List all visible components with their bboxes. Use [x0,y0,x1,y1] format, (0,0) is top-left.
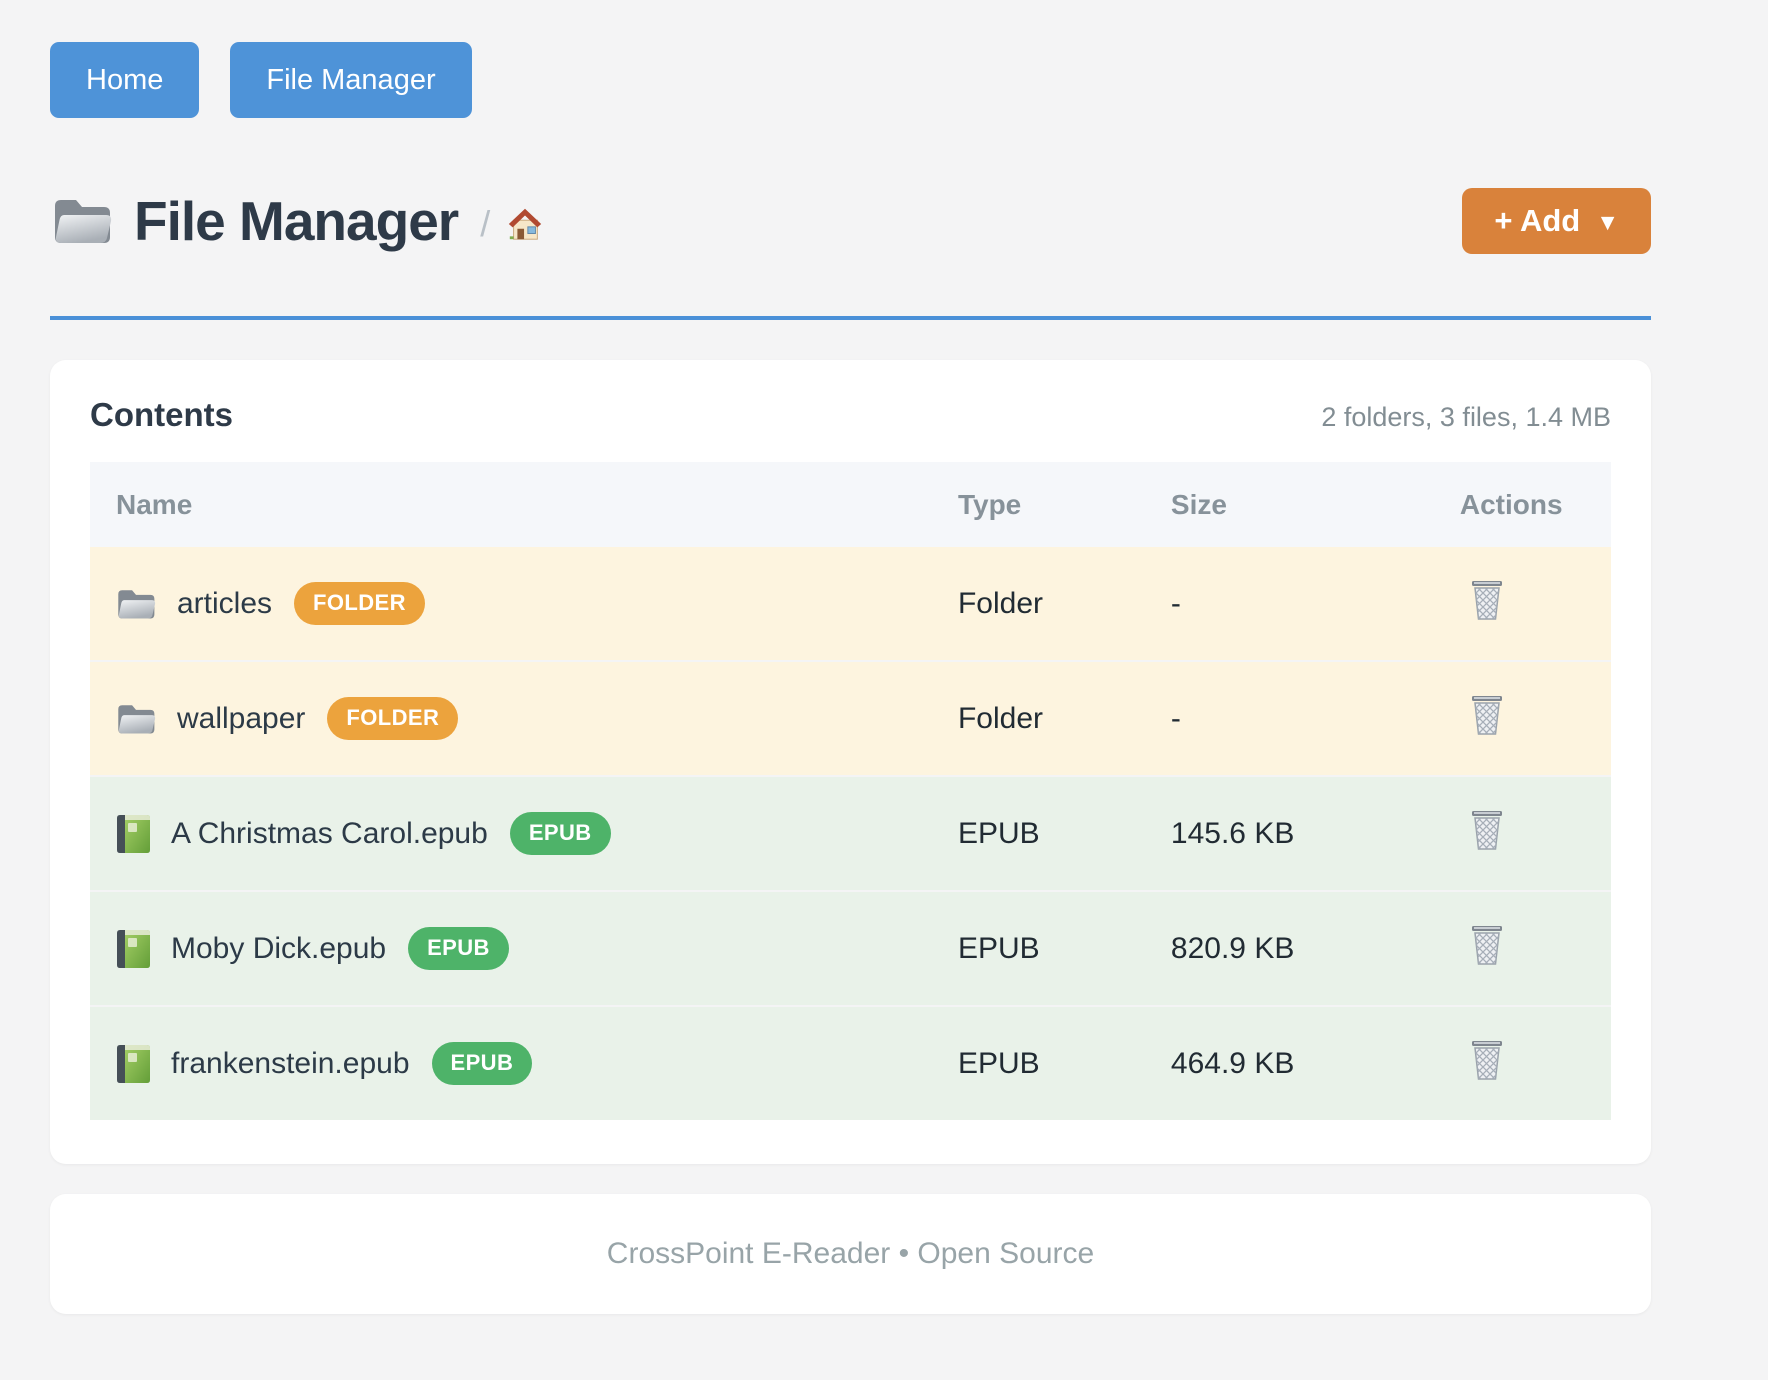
breadcrumb-home-link[interactable] [506,205,544,243]
delete-button[interactable] [1469,924,1505,966]
delete-button[interactable] [1469,694,1505,736]
column-header-actions: Actions [1458,462,1611,547]
footer-text: CrossPoint E-Reader • Open Source [606,1237,1095,1270]
table-row: articles FOLDER Folder - [90,547,1611,661]
type-cell: Folder [957,586,1044,620]
epub-badge: EPUB [509,812,611,855]
type-cell: EPUB [956,890,1170,1006]
size-cell: 820.9 KB [1169,890,1459,1006]
column-header-type: Type [956,462,1170,547]
contents-card-header: Contents 2 folders, 3 files, 1.4 MB [90,396,1611,434]
title-group: File Manager / [50,189,544,253]
top-nav: Home File Manager [50,0,1651,118]
type-cell: Folder [956,660,1170,776]
page-container: Home File Manager File Manager / + Add ▼… [50,0,1651,1314]
column-header-size: Size [1169,462,1459,547]
type-cell: EPUB [956,775,1170,891]
page-title: File Manager [134,190,459,252]
trash-icon [1469,809,1505,851]
file-name[interactable]: frankenstein.epub [171,1046,410,1080]
trash-icon [1469,694,1505,736]
delete-button[interactable] [1469,1039,1505,1081]
trash-icon [1469,1039,1505,1081]
delete-button[interactable] [1469,579,1505,621]
trash-icon [1469,579,1505,621]
book-icon [115,928,151,970]
epub-badge: EPUB [408,927,509,970]
type-cell: EPUB [956,1005,1170,1120]
file-table: Name Type Size Actions articles FOLDER F… [90,462,1611,1120]
book-icon [115,813,151,855]
add-button-label: + Add [1494,203,1581,238]
delete-button[interactable] [1469,809,1505,851]
folder-icon [115,585,157,623]
home-button[interactable]: Home [50,42,200,118]
file-name[interactable]: articles [177,586,273,620]
size-cell: - [1170,586,1181,620]
page-header: File Manager / + Add ▼ [50,188,1651,254]
file-manager-button[interactable]: File Manager [230,42,472,118]
size-cell: 464.9 KB [1169,1005,1459,1120]
file-name[interactable]: wallpaper [177,701,306,735]
header-divider [50,316,1651,320]
chevron-down-icon: ▼ [1596,208,1619,235]
footer-card: CrossPoint E-Reader • Open Source [50,1194,1651,1314]
table-row: Moby Dick.epub EPUB EPUB 820.9 KB [90,890,1611,1006]
contents-card: Contents 2 folders, 3 files, 1.4 MB Name… [50,360,1651,1164]
size-cell: 145.6 KB [1169,775,1459,891]
house-icon [506,205,544,243]
column-header-name: Name [90,462,957,547]
trash-icon [1469,924,1505,966]
folder-icon [50,193,114,249]
file-name[interactable]: A Christmas Carol.epub [171,816,488,850]
contents-summary: 2 folders, 3 files, 1.4 MB [1321,402,1611,432]
breadcrumb-separator: / [480,203,491,244]
file-name[interactable]: Moby Dick.epub [171,931,387,965]
epub-badge: EPUB [431,1042,533,1085]
contents-heading: Contents [90,396,233,433]
table-header-row: Name Type Size Actions [90,462,1611,547]
folder-badge: FOLDER [327,697,459,740]
add-button[interactable]: + Add ▼ [1462,188,1651,254]
book-icon [115,1043,151,1085]
table-row: A Christmas Carol.epub EPUB EPUB 145.6 K… [90,775,1611,891]
table-row: frankenstein.epub EPUB EPUB 464.9 KB [90,1005,1611,1120]
size-cell: - [1169,660,1459,776]
folder-icon [115,700,157,738]
folder-badge: FOLDER [294,582,425,625]
table-row: wallpaper FOLDER Folder - [90,660,1611,776]
